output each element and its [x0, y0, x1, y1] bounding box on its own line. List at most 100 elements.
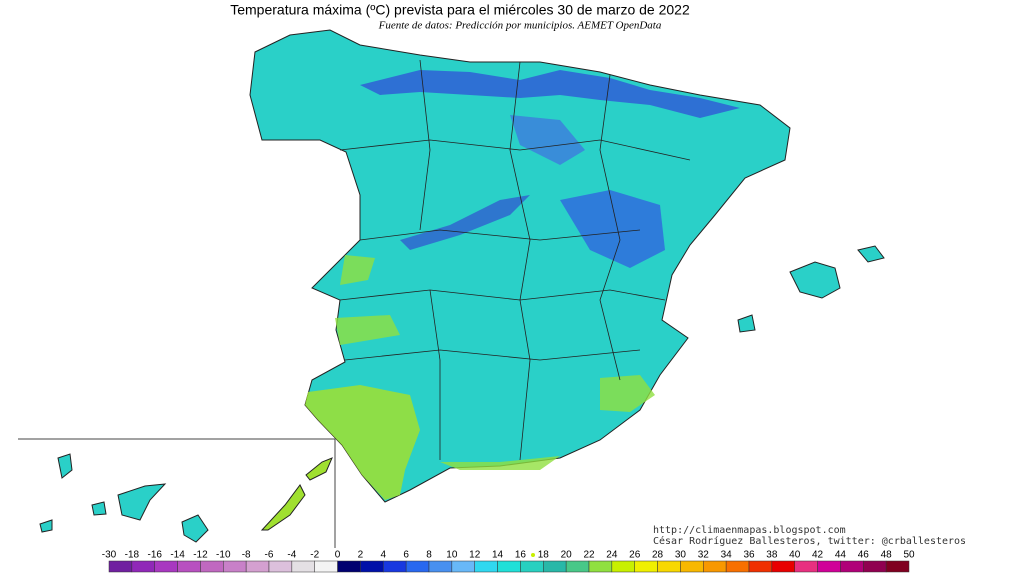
legend-label: 16	[515, 550, 527, 561]
menorca	[857, 245, 885, 263]
color-legend: -30 -18 -16 -14 -12 -10 -8 -6 -4 -2 0 2 4 6 8 10 12 14 16 1…	[102, 550, 915, 573]
legend-label: 8	[426, 550, 432, 561]
warm-area	[335, 315, 400, 345]
legend-swatch	[748, 560, 773, 573]
legend-label: 10	[446, 550, 458, 561]
island	[91, 501, 107, 516]
legend-label: -18	[125, 550, 140, 561]
legend-label: 14	[492, 550, 504, 561]
inset-frame	[18, 438, 336, 548]
legend-label: -4	[287, 550, 296, 561]
legend-label: -10	[216, 550, 231, 561]
legend-label: 20	[561, 550, 573, 561]
spain-mainland	[249, 29, 791, 503]
legend-swatch	[291, 560, 315, 573]
legend-swatch	[268, 560, 293, 573]
legend-swatch	[680, 560, 704, 573]
island	[57, 453, 73, 479]
legend-swatch	[543, 560, 567, 573]
legend-swatch	[520, 560, 544, 573]
legend-label: 48	[881, 550, 893, 561]
mainland-map	[249, 29, 791, 503]
legend-swatch	[108, 560, 133, 573]
legend-swatch	[863, 560, 887, 573]
legend-label: 50	[903, 550, 915, 561]
warm-area	[305, 385, 420, 500]
tenerife	[117, 483, 167, 521]
legend-swatch	[611, 560, 635, 573]
legend-label: -16	[147, 550, 162, 561]
canary-inset	[18, 438, 336, 548]
legend-swatch	[314, 560, 338, 573]
legend-label: 26	[629, 550, 641, 561]
legend-label: 18	[538, 550, 550, 561]
legend-swatch	[794, 560, 818, 573]
legend-swatch	[223, 560, 247, 573]
legend-swatch	[817, 560, 841, 573]
legend-swatch	[634, 560, 658, 573]
legend-swatch	[725, 560, 750, 573]
legend-swatch	[451, 560, 475, 573]
legend-label: -8	[242, 550, 251, 561]
legend-label: -2	[310, 550, 319, 561]
legend-swatch	[497, 560, 521, 573]
legend-swatch	[177, 560, 201, 573]
legend-label: 32	[698, 550, 710, 561]
legend-swatch	[383, 560, 407, 573]
title: Temperatura máxima (ºC) prevista para el…	[230, 2, 690, 18]
credit-author: César Rodríguez Ballesteros, twitter: @c…	[653, 535, 966, 547]
legend-swatch	[703, 560, 727, 573]
legend-label: 22	[583, 550, 595, 561]
legend-dot	[531, 553, 535, 557]
legend-swatch	[428, 560, 453, 573]
legend-swatch	[360, 560, 384, 573]
lanzarote	[305, 457, 333, 481]
legend-label: 24	[606, 550, 618, 561]
island	[39, 519, 53, 533]
mountain-band	[360, 70, 740, 118]
legend-swatch	[840, 560, 864, 573]
legend-swatch	[474, 560, 498, 573]
legend-swatch	[588, 560, 613, 573]
ibiza	[737, 314, 756, 333]
legend-swatch	[885, 560, 910, 573]
warm-area	[440, 456, 560, 470]
legend-swatch	[657, 560, 681, 573]
mallorca	[789, 261, 841, 299]
warm-area	[600, 375, 655, 412]
balearic-islands	[737, 245, 885, 333]
legend-swatch	[565, 560, 590, 573]
legend-swatch	[245, 560, 270, 573]
legend-label: 30	[675, 550, 687, 561]
legend-label: -14	[170, 550, 185, 561]
legend-label: 40	[789, 550, 801, 561]
legend-label: -6	[265, 550, 274, 561]
legend-label: 36	[743, 550, 755, 561]
legend-label: 12	[469, 550, 481, 561]
legend-label: 44	[835, 550, 847, 561]
legend-swatch	[771, 560, 795, 573]
credit-url: http://climaenmapas.blogspot.com	[653, 525, 846, 536]
legend-label: 28	[652, 550, 664, 561]
legend-swatch	[200, 560, 224, 573]
legend-label: -12	[193, 550, 208, 561]
legend-label: 46	[858, 550, 870, 561]
legend-label: -30	[102, 550, 117, 561]
legend-swatch	[154, 560, 178, 573]
legend-label: 6	[403, 550, 409, 561]
warm-area	[340, 255, 375, 285]
mountain-band	[510, 115, 585, 165]
legend-label: 4	[381, 550, 387, 561]
legend-label: 42	[812, 550, 824, 561]
legend-label: 38	[766, 550, 778, 561]
legend-swatch	[405, 560, 430, 573]
subtitle: Fuente de datos: Predicción por municipi…	[378, 20, 662, 32]
mountain-band	[560, 190, 665, 268]
legend-swatch	[131, 560, 155, 573]
mountain-band	[400, 195, 530, 250]
legend-label: 2	[358, 550, 364, 561]
legend-label: 34	[721, 550, 733, 561]
fuerteventura	[260, 484, 306, 531]
gran-canaria	[181, 514, 209, 543]
